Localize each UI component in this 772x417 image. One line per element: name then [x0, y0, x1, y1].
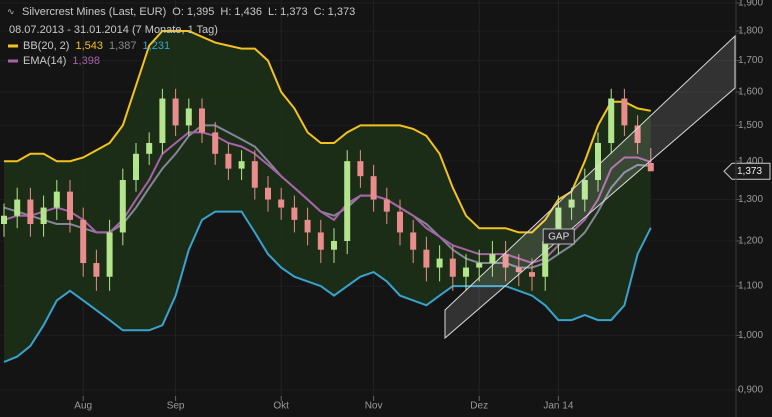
quote-value: 1,373 — [328, 6, 356, 18]
overlay: 0,900 1,000 1,100 1,200 1,300 1,400 1,500 1,600… — [8, 0, 771, 412]
candle-body — [146, 142, 153, 154]
candle-body — [185, 108, 192, 126]
y-tick-label: 1,500 — [738, 120, 763, 131]
chart-title: Silvercrest Mines (Last, EUR) O: 1,395 H: 1,… — [22, 6, 355, 18]
candle-body — [542, 241, 549, 277]
candle-body — [159, 98, 166, 143]
candle-body — [304, 219, 311, 233]
quote-value: 1,373 — [280, 6, 308, 18]
quote-value: 1,436 — [234, 6, 262, 18]
chart-icon: ∿ — [7, 6, 15, 16]
candle-body — [370, 176, 377, 200]
candle-body — [634, 125, 641, 143]
annotation: GAP — [548, 232, 569, 243]
candle-body — [410, 232, 417, 250]
quote-label: H: — [220, 6, 231, 18]
y-tick-label: 1,400 — [738, 156, 763, 167]
candle-body — [278, 199, 285, 208]
candle-body — [119, 180, 126, 233]
legend-name: EMA(14) — [23, 55, 66, 67]
candle-body — [133, 153, 139, 181]
legend-readout: 1,231 — [143, 40, 171, 52]
candle-body — [555, 207, 562, 242]
last-price-label: 1,373 — [737, 166, 762, 177]
candle-body — [67, 191, 73, 220]
candle-body — [463, 267, 469, 277]
candle-body — [529, 272, 535, 277]
legend-readout: 1,543 — [75, 40, 103, 52]
candle-body — [225, 153, 232, 169]
y-tick-label: 1,700 — [738, 55, 763, 66]
candle-body — [621, 98, 628, 126]
candle-body — [423, 249, 430, 268]
candle-body — [106, 232, 113, 277]
x-tick-label: Sep — [167, 401, 185, 412]
y-tick-label: 1,300 — [738, 194, 763, 205]
title-text: Silvercrest Mines (Last, EUR) — [22, 6, 166, 18]
x-tick-label: Dez — [470, 401, 488, 412]
indicator-line — [3, 210, 652, 363]
candle-body — [568, 199, 575, 208]
candle-body — [476, 263, 483, 268]
candle-body — [317, 232, 324, 250]
candle-body — [608, 98, 615, 143]
y-tick-label: 1,100 — [738, 281, 763, 292]
candle-body — [436, 258, 443, 268]
candle-body — [647, 163, 654, 172]
y-tick-label: 0,900 — [738, 385, 763, 396]
indicator-line — [4, 30, 651, 234]
candle-body — [27, 199, 34, 225]
band-fill — [4, 31, 651, 362]
candle-body — [265, 187, 271, 200]
x-tick-label: Aug — [74, 401, 92, 412]
candle-body — [1, 215, 7, 225]
quote-label: C: — [314, 6, 325, 18]
candle-body — [172, 98, 179, 126]
legend-entry: BB(20, 2) 1,543 1,387 1,231 — [23, 40, 170, 52]
y-tick-label: 1,000 — [738, 330, 763, 341]
candle-body — [502, 254, 509, 268]
x-tick-label: Jan 14 — [543, 401, 573, 412]
candle-body — [331, 241, 337, 250]
y-tick-label: 1,600 — [738, 87, 763, 98]
candle-body — [449, 258, 456, 277]
candle-body — [14, 199, 21, 216]
quote-label: O: — [172, 6, 184, 18]
legend-readout: 1,398 — [72, 55, 100, 67]
candle-body — [383, 199, 390, 212]
y-tick-label: 1,800 — [738, 26, 763, 37]
candle-body — [595, 142, 601, 181]
candle-body — [53, 191, 60, 208]
x-tick-label: Nov — [365, 401, 383, 412]
chart-subtitle: 08.07.2013 - 31.01.2014 (7 Monate, 1 Tag… — [9, 24, 218, 36]
candle-body — [251, 161, 258, 188]
x-tick-label: Okt — [273, 401, 289, 412]
candle-body — [581, 180, 588, 200]
candle-body — [489, 254, 496, 264]
legend-readout: 1,387 — [109, 40, 137, 52]
candle-body — [397, 211, 403, 233]
candle-body — [291, 207, 298, 220]
trend-channel — [444, 34, 736, 340]
y-tick-label: 1,200 — [738, 236, 763, 247]
candle-body — [212, 132, 219, 154]
legend-entry: EMA(14) 1,398 — [23, 55, 100, 67]
candle-body — [199, 108, 205, 133]
candle-body — [238, 161, 245, 169]
plot — [1, 30, 654, 363]
quote-label: L: — [268, 6, 277, 18]
y-tick-label: 1,900 — [738, 0, 763, 9]
candle-body — [93, 263, 100, 277]
candle-body — [344, 161, 351, 242]
candle-body — [515, 267, 522, 273]
candle-body — [40, 207, 47, 225]
candle-body — [80, 219, 87, 264]
annotation-box — [542, 228, 575, 245]
quote-value: 1,395 — [187, 6, 215, 18]
candle-body — [357, 161, 364, 177]
legend-name: BB(20, 2) — [23, 40, 69, 52]
